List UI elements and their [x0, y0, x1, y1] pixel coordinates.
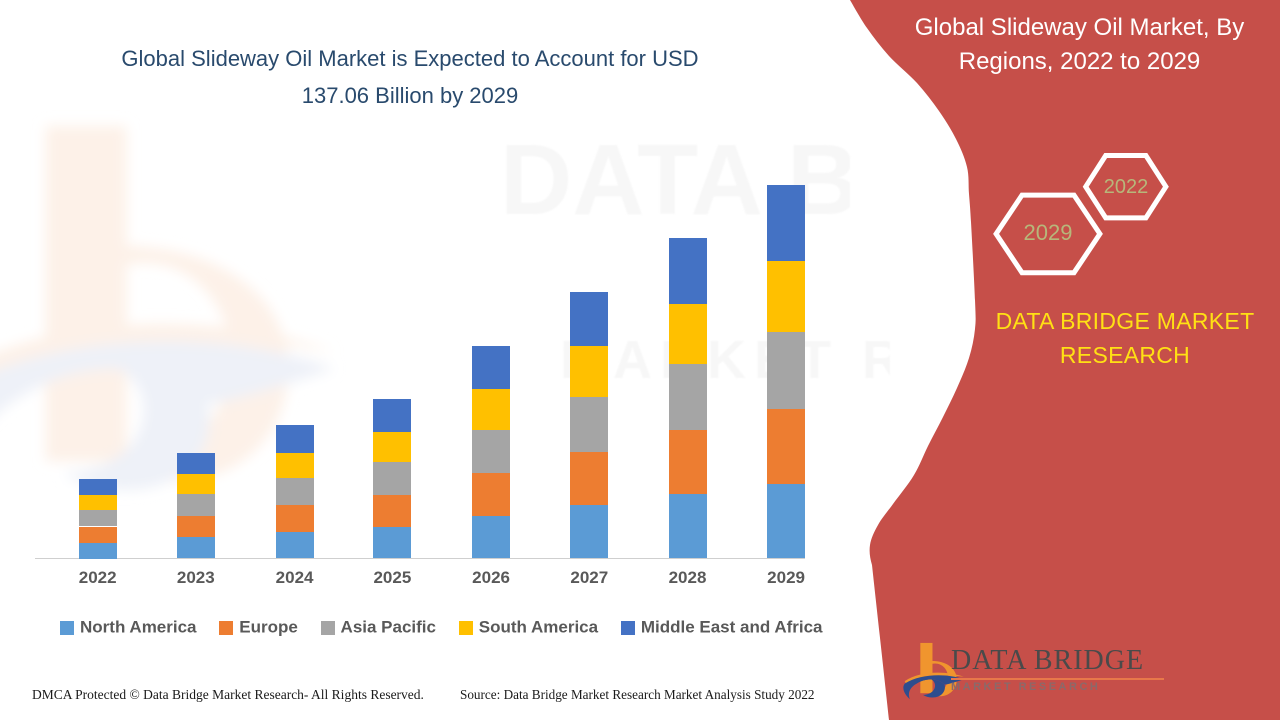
svg-text:2029: 2029 — [1024, 220, 1073, 245]
svg-text:2022: 2022 — [1104, 176, 1149, 198]
